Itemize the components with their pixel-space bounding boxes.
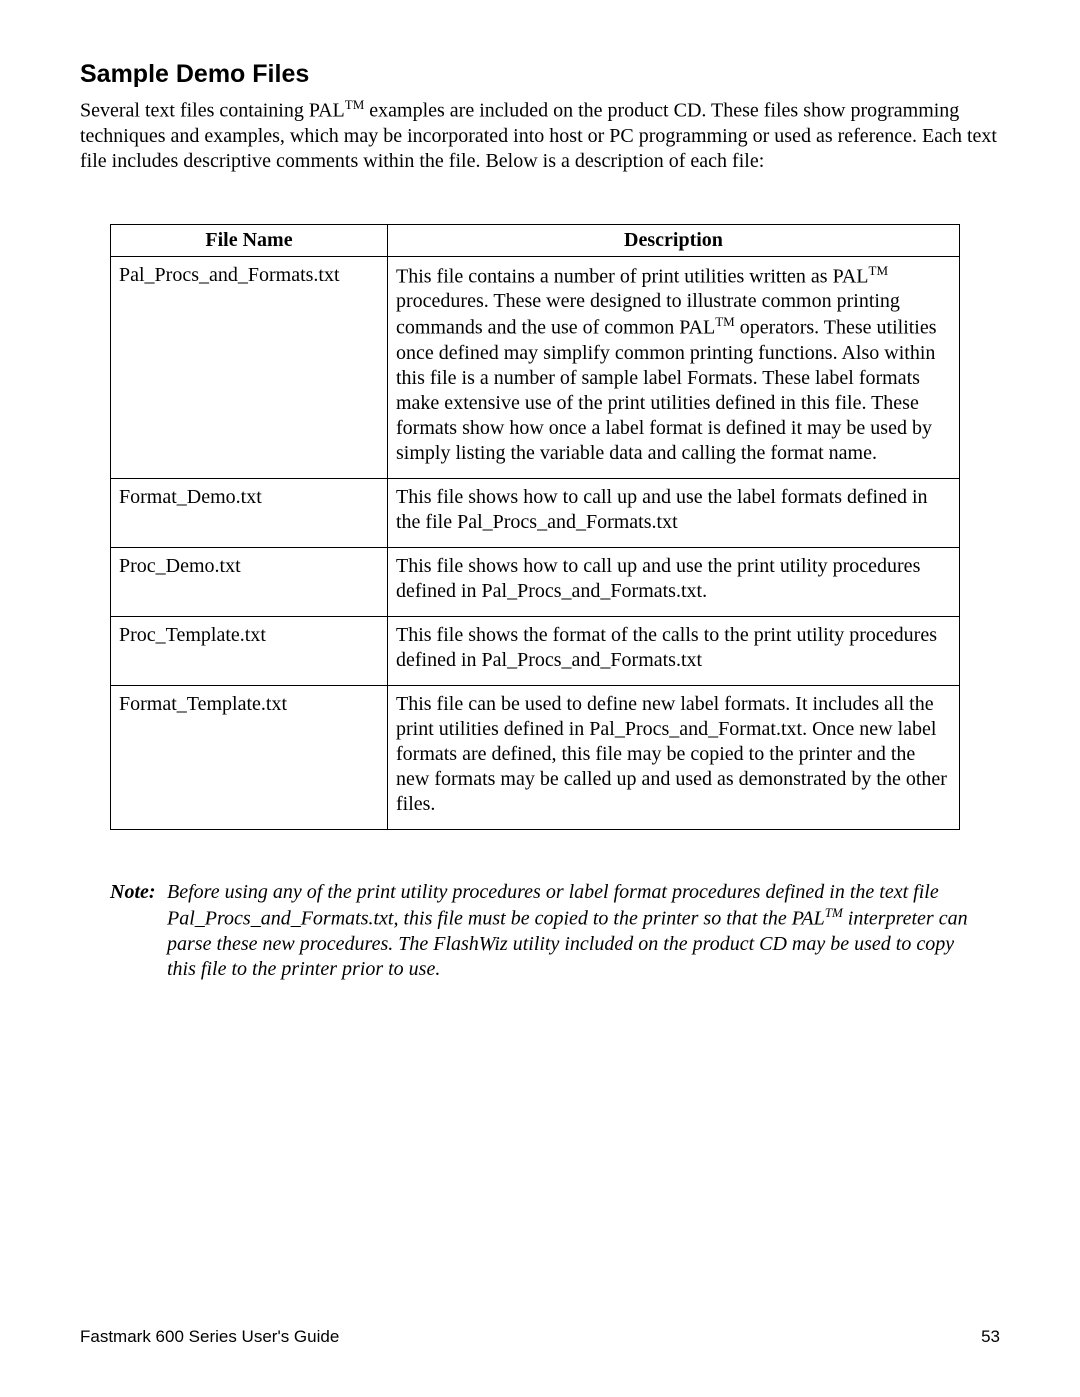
cell-file-name: Proc_Demo.txt — [111, 547, 388, 616]
cell-file-name: Proc_Template.txt — [111, 616, 388, 685]
col-header-name: File Name — [111, 224, 388, 256]
page: Sample Demo Files Several text files con… — [0, 0, 1080, 1397]
note-pre: Before using any of the print utility pr… — [167, 881, 939, 930]
table-body: Pal_Procs_and_Formats.txtThis file conta… — [111, 256, 960, 829]
note-block: Note: Before using any of the print util… — [110, 880, 1000, 982]
note-label: Note: — [110, 880, 162, 905]
tm-mark: TM — [825, 905, 843, 920]
table-row: Format_Template.txtThis file can be used… — [111, 685, 960, 829]
tm-mark: TM — [345, 97, 365, 112]
tm-mark: TM — [715, 314, 735, 329]
cell-description: This file shows how to call up and use t… — [388, 547, 960, 616]
cell-file-name: Pal_Procs_and_Formats.txt — [111, 256, 388, 478]
table-row: Proc_Demo.txtThis file shows how to call… — [111, 547, 960, 616]
table-row: Pal_Procs_and_Formats.txtThis file conta… — [111, 256, 960, 478]
intro-paragraph: Several text files containing PALTM exam… — [80, 97, 1000, 174]
files-table: File Name Description Pal_Procs_and_Form… — [110, 224, 960, 830]
note-body: Before using any of the print utility pr… — [167, 880, 977, 982]
footer-left: Fastmark 600 Series User's Guide — [80, 1327, 339, 1347]
footer-right: 53 — [981, 1327, 1000, 1347]
cell-description: This file shows how to call up and use t… — [388, 478, 960, 547]
table-row: Proc_Template.txtThis file shows the for… — [111, 616, 960, 685]
page-footer: Fastmark 600 Series User's Guide 53 — [80, 1327, 1000, 1347]
intro-pre: Several text files containing PAL — [80, 100, 345, 122]
tm-mark: TM — [869, 263, 889, 278]
table-row: Format_Demo.txtThis file shows how to ca… — [111, 478, 960, 547]
cell-description: This file shows the format of the calls … — [388, 616, 960, 685]
cell-description: This file contains a number of print uti… — [388, 256, 960, 478]
section-title: Sample Demo Files — [80, 60, 1000, 89]
cell-file-name: Format_Template.txt — [111, 685, 388, 829]
table-header-row: File Name Description — [111, 224, 960, 256]
col-header-desc: Description — [388, 224, 960, 256]
cell-description: This file can be used to define new labe… — [388, 685, 960, 829]
cell-file-name: Format_Demo.txt — [111, 478, 388, 547]
